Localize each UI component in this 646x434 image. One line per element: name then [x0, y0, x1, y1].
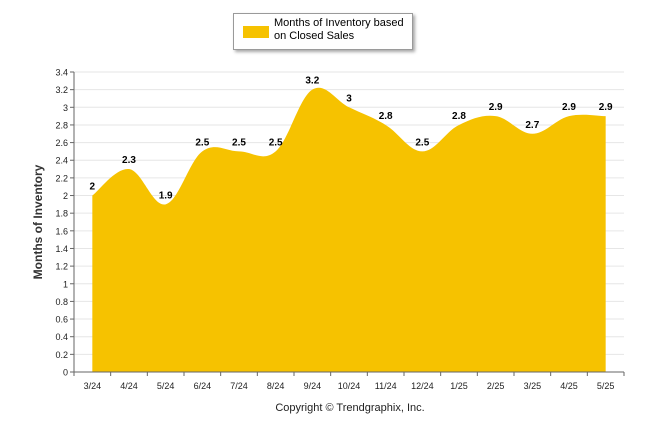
legend-swatch	[243, 26, 269, 38]
y-tick-label: 2.8	[55, 120, 68, 130]
x-tick-label: 4/25	[560, 381, 578, 391]
x-tick-label: 7/24	[230, 381, 248, 391]
series-area	[92, 87, 606, 373]
y-tick-label: 1.6	[55, 226, 68, 236]
y-axis-title: Months of Inventory	[31, 164, 45, 279]
data-label: 3	[346, 93, 352, 104]
y-tick-label: 2.6	[55, 138, 68, 148]
data-label: 2.8	[452, 111, 466, 122]
legend-label: Months of Inventory based on Closed Sale…	[274, 17, 404, 42]
x-tick-label: 6/24	[194, 381, 212, 391]
x-tick-label: 3/25	[524, 381, 542, 391]
data-label: 2	[90, 182, 96, 193]
data-label: 2.9	[599, 102, 613, 113]
x-tick-label: 2/25	[487, 381, 505, 391]
y-tick-label: 2.4	[55, 156, 68, 166]
y-tick-label: 3.4	[55, 68, 68, 78]
chart-legend: Months of Inventory based on Closed Sale…	[233, 13, 413, 50]
x-tick-label: 4/24	[120, 381, 138, 391]
x-tick-label: 5/24	[157, 381, 175, 391]
y-tick-label: 0.2	[55, 350, 68, 360]
data-label: 1.9	[159, 190, 173, 201]
data-label: 2.5	[195, 137, 209, 148]
y-tick-label: 1.2	[55, 262, 68, 272]
y-tick-label: 3.2	[55, 85, 68, 95]
x-tick-label: 5/25	[597, 381, 615, 391]
y-tick-label: 0.4	[55, 332, 68, 342]
data-label: 3.2	[305, 76, 319, 87]
data-label: 2.3	[122, 155, 136, 166]
data-label: 2.7	[525, 120, 539, 131]
y-tick-label: 1	[63, 279, 68, 289]
data-label: 2.9	[562, 102, 576, 113]
data-label: 2.5	[232, 137, 246, 148]
y-tick-label: 1.8	[55, 209, 68, 219]
x-tick-label: 8/24	[267, 381, 285, 391]
data-label: 2.5	[415, 137, 429, 148]
x-tick-label: 10/24	[338, 381, 361, 391]
y-tick-label: 2	[63, 191, 68, 201]
data-label: 2.8	[379, 111, 393, 122]
x-tick-label: 11/24	[375, 381, 397, 391]
x-tick-label: 9/24	[304, 381, 322, 391]
y-tick-label: 0	[63, 368, 68, 378]
data-label: 2.9	[489, 102, 503, 113]
y-tick-label: 0.8	[55, 297, 68, 307]
data-label: 2.5	[269, 137, 283, 148]
x-tick-label: 3/24	[84, 381, 102, 391]
y-tick-label: 1.4	[55, 244, 68, 254]
y-tick-label: 3	[63, 103, 68, 113]
copyright-text: Copyright © Trendgraphix, Inc.	[275, 402, 425, 414]
y-tick-label: 0.6	[55, 315, 68, 325]
y-tick-label: 2.2	[55, 173, 68, 183]
x-tick-label: 12/24	[411, 381, 434, 391]
x-tick-label: 1/25	[450, 381, 468, 391]
